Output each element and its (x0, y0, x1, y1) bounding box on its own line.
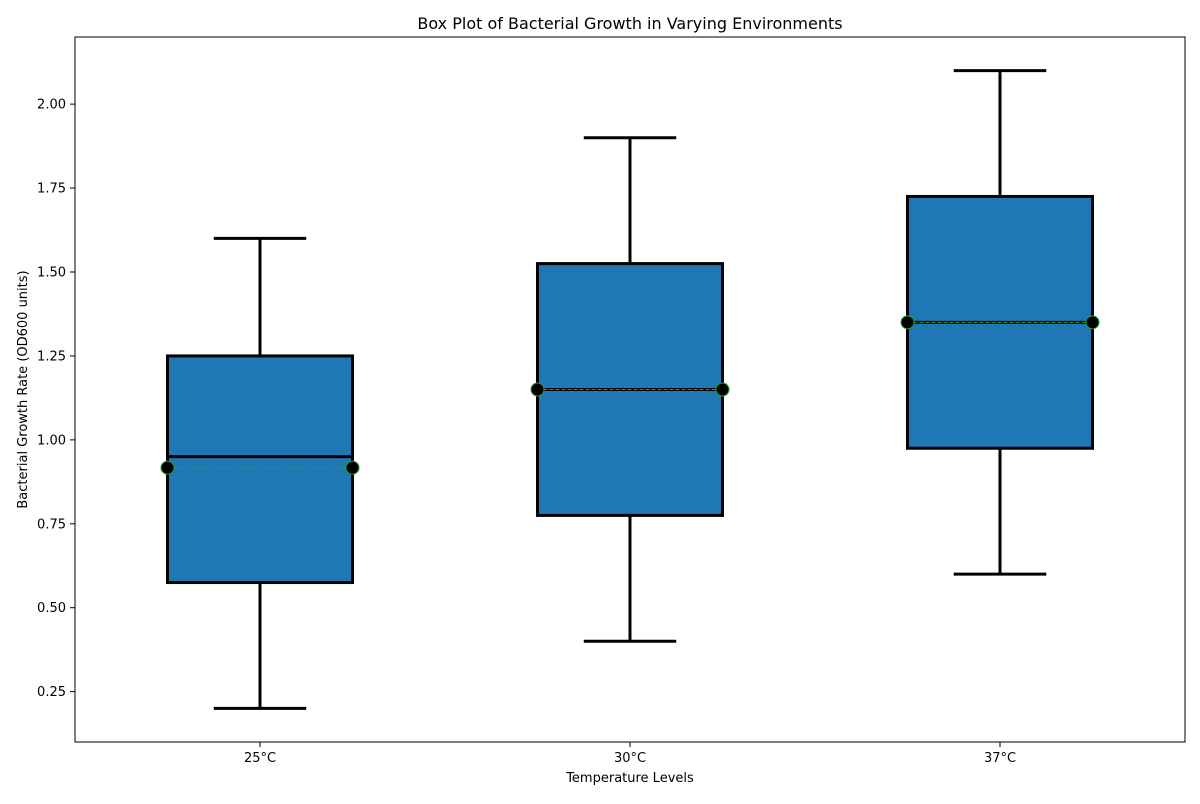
box-group (530, 136, 730, 643)
mean-marker (1085, 315, 1100, 330)
box-series (160, 69, 1100, 710)
y-tick-label: 0.50 (37, 601, 66, 616)
y-axis-label: Bacterial Growth Rate (OD600 units) (16, 270, 31, 508)
x-axis: 25°C 30°C 37°C (244, 742, 1016, 766)
y-tick-label: 0.25 (37, 685, 66, 700)
box-group (160, 236, 360, 710)
y-tick-label: 2.00 (37, 98, 66, 113)
box-iqr (166, 354, 354, 585)
mean-marker (900, 315, 915, 330)
mean-marker (715, 382, 730, 397)
y-axis: 0.25 0.50 0.75 1.00 1.25 1.50 1.75 2.00 (37, 98, 75, 700)
mean-marker (160, 460, 175, 475)
y-tick-label: 0.75 (37, 517, 66, 532)
y-tick-label: 1.00 (37, 433, 66, 448)
mean-marker (530, 382, 545, 397)
y-tick-label: 1.75 (37, 182, 66, 197)
x-tick-label: 37°C (984, 751, 1016, 766)
x-tick-label: 30°C (614, 751, 646, 766)
x-tick-label: 25°C (244, 751, 276, 766)
x-axis-label: Temperature Levels (565, 771, 694, 786)
y-tick-label: 1.25 (37, 349, 66, 364)
y-tick-label: 1.50 (37, 266, 66, 281)
chart-title: Box Plot of Bacterial Growth in Varying … (417, 14, 842, 33)
box-group (900, 69, 1100, 576)
mean-marker (345, 460, 360, 475)
